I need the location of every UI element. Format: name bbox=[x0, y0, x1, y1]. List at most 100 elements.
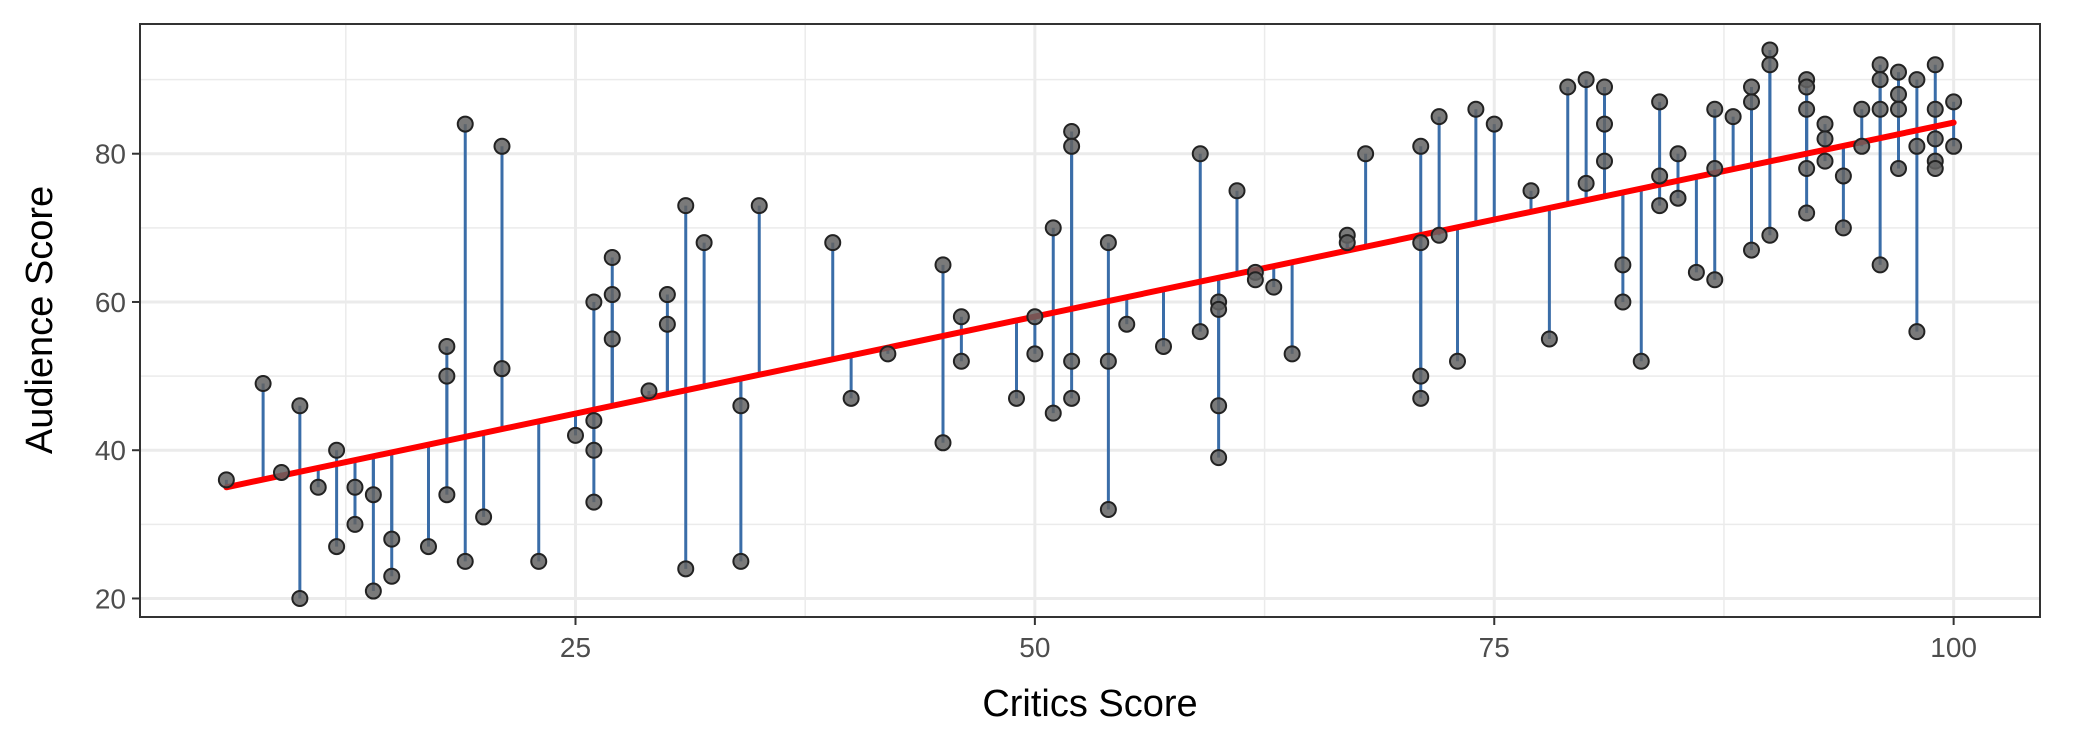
data-point bbox=[1063, 137, 1081, 155]
data-point bbox=[1798, 160, 1816, 178]
data-point bbox=[1449, 352, 1467, 370]
y-axis-ticks: 20 40 60 80 bbox=[95, 139, 140, 614]
data-point bbox=[1651, 197, 1669, 215]
data-point bbox=[272, 463, 290, 481]
data-point bbox=[1871, 256, 1889, 274]
data-point bbox=[1834, 219, 1852, 237]
data-point bbox=[217, 471, 235, 489]
data-point bbox=[456, 552, 474, 570]
data-point bbox=[1632, 352, 1650, 370]
x-tick-label: 75 bbox=[1479, 632, 1510, 663]
data-point bbox=[1577, 174, 1595, 192]
data-point bbox=[1669, 145, 1687, 163]
data-point bbox=[1338, 234, 1356, 252]
data-point bbox=[1210, 449, 1228, 467]
data-point bbox=[677, 560, 695, 578]
data-point bbox=[1743, 241, 1761, 259]
data-point bbox=[1798, 204, 1816, 222]
y-tick-label: 60 bbox=[95, 287, 126, 318]
data-point bbox=[1743, 78, 1761, 96]
data-point bbox=[1118, 315, 1136, 333]
data-point bbox=[1614, 256, 1632, 274]
data-point bbox=[1651, 167, 1669, 185]
data-point bbox=[695, 234, 713, 252]
data-point bbox=[842, 389, 860, 407]
data-point bbox=[585, 441, 603, 459]
data-point bbox=[1522, 182, 1540, 200]
data-point bbox=[640, 382, 658, 400]
data-point bbox=[1890, 85, 1908, 103]
data-point bbox=[1908, 323, 1926, 341]
data-point bbox=[291, 589, 309, 607]
data-point bbox=[1798, 78, 1816, 96]
data-point bbox=[1614, 293, 1632, 311]
data-points bbox=[217, 41, 1963, 607]
data-point bbox=[1228, 182, 1246, 200]
data-point bbox=[1706, 100, 1724, 118]
data-point bbox=[1283, 345, 1301, 363]
data-point bbox=[1559, 78, 1577, 96]
data-point bbox=[1871, 56, 1889, 74]
data-point bbox=[1412, 234, 1430, 252]
x-tick-label: 25 bbox=[560, 632, 591, 663]
data-point bbox=[585, 493, 603, 511]
data-point bbox=[1687, 263, 1705, 281]
data-point bbox=[1357, 145, 1375, 163]
data-point bbox=[1871, 71, 1889, 89]
data-point bbox=[1761, 56, 1779, 74]
data-point bbox=[824, 234, 842, 252]
data-point bbox=[1743, 93, 1761, 111]
data-point bbox=[934, 256, 952, 274]
data-point bbox=[1926, 130, 1944, 148]
data-point bbox=[530, 552, 548, 570]
data-point bbox=[879, 345, 897, 363]
data-point bbox=[1430, 226, 1448, 244]
data-point bbox=[1871, 100, 1889, 118]
data-point bbox=[1669, 189, 1687, 207]
data-point bbox=[1210, 300, 1228, 318]
data-point bbox=[1853, 137, 1871, 155]
data-point bbox=[419, 538, 437, 556]
y-tick-label: 40 bbox=[95, 435, 126, 466]
panel-border bbox=[139, 23, 2041, 618]
data-point bbox=[1191, 145, 1209, 163]
data-point bbox=[1044, 404, 1062, 422]
data-point bbox=[346, 515, 364, 533]
data-point bbox=[1412, 137, 1430, 155]
data-point bbox=[1540, 330, 1558, 348]
data-point bbox=[1706, 160, 1724, 178]
data-point bbox=[1798, 100, 1816, 118]
data-point bbox=[603, 330, 621, 348]
x-axis-ticks: 25 50 75 100 bbox=[560, 617, 1977, 663]
y-axis-title: Audience Score bbox=[19, 186, 61, 454]
data-point bbox=[1099, 234, 1117, 252]
data-point bbox=[934, 434, 952, 452]
y-tick-label: 20 bbox=[95, 583, 126, 614]
data-point bbox=[1412, 389, 1430, 407]
data-point bbox=[658, 315, 676, 333]
data-point bbox=[1890, 100, 1908, 118]
data-point bbox=[1246, 271, 1264, 289]
data-point bbox=[1816, 152, 1834, 170]
data-point bbox=[1651, 93, 1669, 111]
data-point bbox=[364, 486, 382, 504]
y-tick-label: 80 bbox=[95, 139, 126, 170]
data-point bbox=[1026, 345, 1044, 363]
data-point bbox=[475, 508, 493, 526]
data-point bbox=[1706, 271, 1724, 289]
data-point bbox=[1816, 130, 1834, 148]
data-point bbox=[1026, 308, 1044, 326]
data-point bbox=[346, 478, 364, 496]
plot-panel bbox=[140, 24, 2040, 617]
data-point bbox=[1761, 41, 1779, 59]
data-point bbox=[658, 286, 676, 304]
x-tick-label: 100 bbox=[1930, 632, 1977, 663]
data-point bbox=[603, 286, 621, 304]
data-point bbox=[1890, 160, 1908, 178]
data-point bbox=[254, 375, 272, 393]
data-point bbox=[291, 397, 309, 415]
data-point bbox=[750, 197, 768, 215]
data-point bbox=[1044, 219, 1062, 237]
